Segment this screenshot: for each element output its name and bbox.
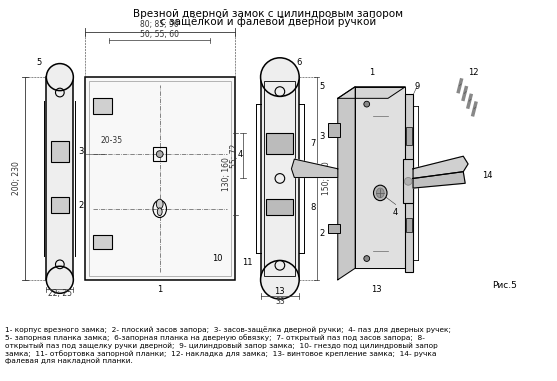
Text: 50; 55; 60: 50; 55; 60 [140, 30, 179, 39]
Bar [92, 98, 112, 114]
Text: 130; 160: 130; 160 [222, 157, 231, 191]
Text: 7: 7 [310, 139, 315, 148]
Text: 5: 5 [320, 82, 325, 91]
Circle shape [157, 151, 163, 157]
Text: с защёлкой и фалевой дверной ручкой: с защёлкой и фалевой дверной ручкой [160, 17, 377, 27]
Text: 22; 25: 22; 25 [48, 289, 72, 298]
Text: 4: 4 [393, 208, 398, 217]
Text: 2: 2 [79, 201, 84, 210]
Text: 1: 1 [369, 68, 374, 77]
Bar [92, 235, 112, 249]
Text: 13: 13 [275, 287, 285, 296]
Circle shape [261, 58, 299, 96]
Text: 150; 180: 150; 180 [322, 162, 331, 195]
Text: 3: 3 [320, 133, 325, 141]
Text: 20-35: 20-35 [101, 136, 123, 145]
Circle shape [364, 256, 370, 261]
Polygon shape [355, 87, 405, 268]
Bar [51, 141, 69, 162]
Ellipse shape [157, 199, 163, 209]
Polygon shape [338, 87, 355, 280]
Text: 6: 6 [296, 58, 302, 67]
Bar [261, 77, 299, 280]
Ellipse shape [374, 185, 387, 201]
Text: 200; 230: 200; 230 [12, 162, 21, 195]
Polygon shape [338, 87, 405, 98]
Polygon shape [413, 156, 468, 178]
Bar [406, 127, 412, 145]
Bar [266, 200, 294, 215]
Text: 5: 5 [36, 58, 41, 67]
Text: 9: 9 [414, 82, 419, 91]
Circle shape [46, 266, 74, 293]
Text: 1: 1 [157, 285, 162, 294]
Text: 11: 11 [242, 258, 252, 267]
Bar [406, 218, 412, 232]
Bar [51, 197, 69, 213]
Text: 55; 72: 55; 72 [230, 144, 239, 168]
Bar [328, 224, 340, 234]
Bar [153, 147, 167, 161]
Polygon shape [413, 172, 465, 188]
Text: Рис.5: Рис.5 [492, 281, 517, 290]
Circle shape [261, 261, 299, 299]
Text: Врезной дверной замок с цилиндровым запором: Врезной дверной замок с цилиндровым запо… [133, 10, 403, 19]
Bar [405, 93, 413, 272]
Text: 12: 12 [468, 68, 478, 77]
Text: 2: 2 [320, 229, 325, 238]
Bar [403, 159, 413, 203]
Circle shape [364, 101, 370, 107]
Bar [265, 81, 295, 276]
Circle shape [46, 64, 74, 91]
Bar [46, 77, 74, 280]
Text: 33: 33 [275, 296, 285, 306]
Bar [266, 133, 294, 154]
Text: 10: 10 [212, 254, 222, 263]
Ellipse shape [377, 188, 384, 198]
Circle shape [404, 178, 412, 185]
Text: 14: 14 [482, 171, 492, 180]
Text: 3: 3 [79, 147, 84, 156]
Bar [328, 123, 340, 137]
Text: 80; 85; 90: 80; 85; 90 [140, 21, 179, 29]
Text: 4: 4 [238, 150, 243, 158]
Bar [89, 81, 231, 276]
Bar [85, 77, 234, 280]
Ellipse shape [157, 208, 162, 216]
Polygon shape [291, 159, 338, 178]
Text: 13: 13 [371, 285, 382, 294]
Text: 8: 8 [310, 203, 315, 212]
Text: 1- корпус врезного замка;  2- плоский засов запора;  3- засов-защёлка дверной ру: 1- корпус врезного замка; 2- плоский зас… [5, 326, 451, 364]
